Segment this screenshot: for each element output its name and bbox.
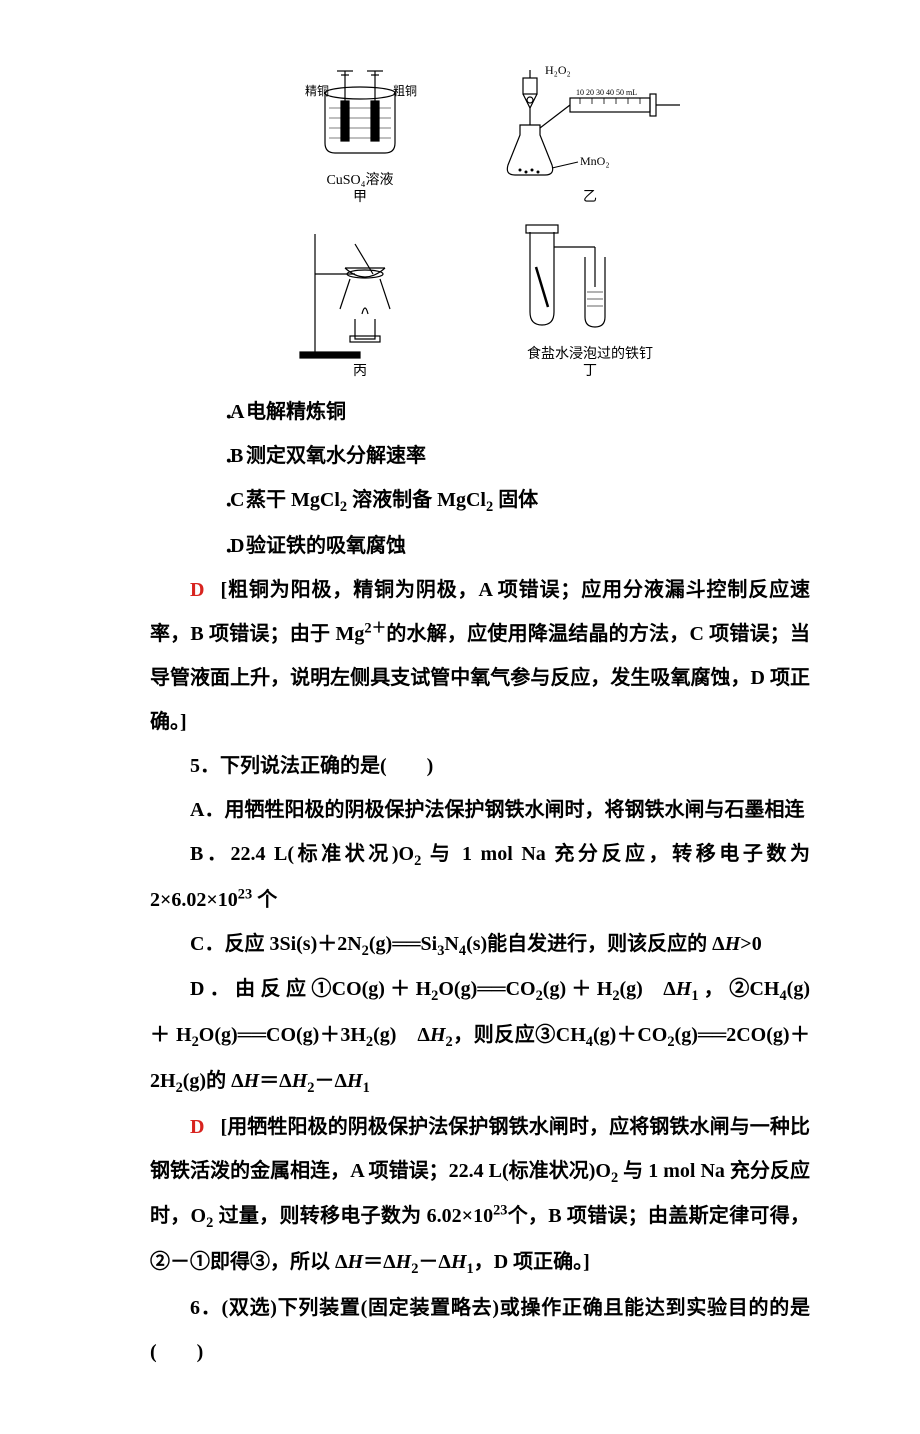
ding-name: 丁 <box>583 364 597 381</box>
q5-option-a: A．用牺牲阳极的阴极保护法保护钢铁水闸时，将钢铁水闸与石墨相连 <box>150 788 810 832</box>
q5-d-2: O(g)══CO <box>438 978 535 1000</box>
yi-name: 乙 <box>583 190 597 207</box>
figure-yi-svg: H₂O₂ 10 20 30 40 50 mL MnO₂ <box>490 60 690 190</box>
q5-d-12: (g)的 Δ <box>183 1070 244 1092</box>
q5-c-4: (s)能自发进行，则该反应的 Δ <box>466 933 725 955</box>
figure-ding-svg <box>500 217 680 347</box>
option-c-text-2: 溶液制备 MgCl <box>347 489 486 511</box>
q5-d-1: D ． 由 反 应 ①CO(g) ＋ H <box>190 978 431 1000</box>
figure-jia: 精铜 粗铜 CuSO₄溶液 甲 <box>270 60 450 207</box>
q5-d-13: ＝Δ <box>259 1070 292 1092</box>
q5-exp-7: ，D 项正确。] <box>474 1251 590 1273</box>
q5-d-8: (g) Δ <box>373 1024 430 1046</box>
q5-option-b: B．22.4 L(标准状况)O2 与 1 mol Na 充分反应，转移电子数为 … <box>150 832 810 922</box>
option-c-text-1: 蒸干 MgCl <box>246 489 340 511</box>
q5-exp-6: －Δ <box>418 1251 451 1273</box>
q5-stem: 5．下列说法正确的是( ) <box>150 744 810 788</box>
jia-solution-label: CuSO₄溶液 <box>326 173 393 190</box>
label-b: B <box>190 434 222 478</box>
option-b-text: 测定双氧水分解速率 <box>246 445 426 467</box>
label-a: A <box>190 390 222 434</box>
q5-exp-3: 过量，则转移电子数为 6.02×10 <box>213 1205 493 1227</box>
q5-d-10: (g)＋CO <box>593 1024 667 1046</box>
q5-option-d: D ． 由 反 应 ①CO(g) ＋ H2O(g)══CO2(g) ＋ H2(g… <box>150 967 810 1104</box>
jia-name: 甲 <box>353 190 367 207</box>
q4-option-d: D．验证铁的吸氧腐蚀 <box>150 524 810 568</box>
q5-d-5: ， ②CH <box>699 978 780 1000</box>
figure-yi: H₂O₂ 10 20 30 40 50 mL MnO₂ 乙 <box>490 60 690 207</box>
q5-d-9: ，则反应③CH <box>453 1024 586 1046</box>
q5-c-1: C．反应 3Si(s)＋2N <box>190 933 362 955</box>
q5-d-14: －Δ <box>315 1070 348 1092</box>
q5-b-1: B．22.4 L(标准状况)O <box>190 843 414 865</box>
q5-d-7: O(g)══CO(g)＋3H <box>199 1024 366 1046</box>
q4-answer: D[粗铜为阳极，精铜为阴极，A 项错误；应用分液漏斗控制反应速率，B 项错误；由… <box>150 568 810 744</box>
bing-name: 丙 <box>353 364 367 381</box>
label-c: C <box>190 478 222 522</box>
figure-jia-svg: 精铜 粗铜 <box>285 63 435 173</box>
jia-right-label: 粗铜 <box>393 83 417 98</box>
q5-exp-5: ＝Δ <box>363 1251 396 1273</box>
q5-d-4: (g) Δ <box>620 978 676 1000</box>
option-d-text: 验证铁的吸氧腐蚀 <box>246 535 406 557</box>
figure-ding: 食盐水浸泡过的铁钉 丁 <box>490 217 690 381</box>
yi-syringe-ticks: 10 20 30 40 50 mL <box>576 88 637 97</box>
option-a-text: 电解精炼铜 <box>246 401 346 423</box>
yi-reagent-label: H₂O₂ <box>545 63 571 77</box>
q5-c-5: >0 <box>740 933 761 955</box>
q5-d-3: (g) ＋ H <box>543 978 613 1000</box>
q5-option-c: C．反应 3Si(s)＋2N2(g)══Si3N4(s)能自发进行，则该反应的 … <box>150 922 810 968</box>
q6-stem: 6．(双选)下列装置(固定装置略去)或操作正确且能达到实验目的的是( ) <box>150 1286 810 1374</box>
figure-bing: 丙 <box>270 217 450 381</box>
option-c-text-3: 固体 <box>493 489 538 511</box>
q5-answer: D[用牺牲阳极的阴极保护法保护钢铁水闸时，应将钢铁水闸与一种比钢铁活泼的金属相连… <box>150 1105 810 1286</box>
q4-option-a: A．电解精炼铜 <box>150 390 810 434</box>
jia-left-label: 精铜 <box>305 83 329 98</box>
q5-answer-letter: D <box>190 1116 204 1138</box>
q4-option-b: B．测定双氧水分解速率 <box>150 434 810 478</box>
ding-desc: 食盐水浸泡过的铁钉 <box>527 347 653 364</box>
q4-option-c: C．蒸干 MgCl2 溶液制备 MgCl2 固体 <box>150 478 810 524</box>
q4-answer-letter: D <box>190 579 204 601</box>
figure-bing-svg <box>295 224 425 364</box>
label-d: D <box>190 524 222 568</box>
q5-c-2: (g)══Si <box>369 933 437 955</box>
q5-c-3: N <box>444 933 458 955</box>
q5-b-3: 个 <box>257 889 277 911</box>
figure-grid: 精铜 粗铜 CuSO₄溶液 甲 <box>270 60 690 380</box>
yi-solid-label: MnO₂ <box>580 154 610 168</box>
